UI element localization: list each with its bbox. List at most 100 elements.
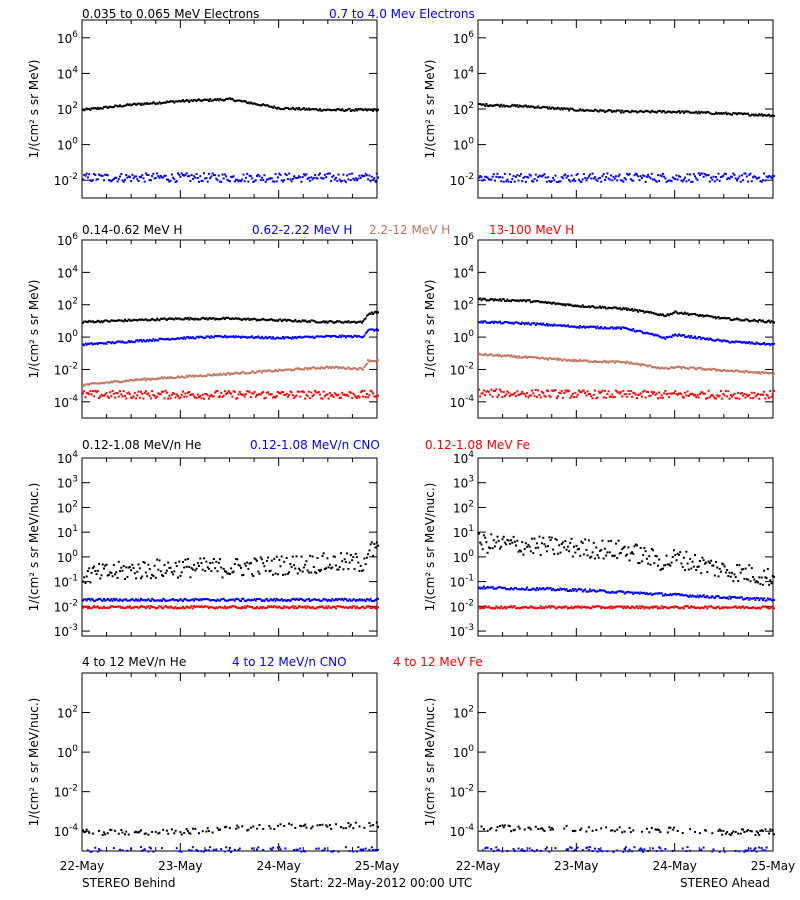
data-point xyxy=(564,540,567,543)
data-point xyxy=(555,607,558,610)
data-point xyxy=(698,607,701,610)
data-point xyxy=(736,596,738,599)
data-point xyxy=(494,587,496,590)
data-point xyxy=(719,370,722,372)
data-point xyxy=(172,573,175,576)
data-point xyxy=(254,318,257,321)
data-point xyxy=(264,396,267,399)
data-point xyxy=(717,575,720,578)
data-point xyxy=(560,176,563,178)
data-point xyxy=(596,605,599,608)
data-point xyxy=(664,366,667,369)
data-point xyxy=(103,179,105,182)
data-point xyxy=(295,367,298,370)
data-point xyxy=(566,324,569,327)
data-point xyxy=(708,337,711,340)
data-point xyxy=(189,576,192,579)
data-point xyxy=(220,335,223,338)
data-point xyxy=(624,362,627,364)
data-point xyxy=(697,396,700,399)
data-point xyxy=(336,336,339,338)
data-point xyxy=(186,317,189,319)
data-point xyxy=(130,847,133,850)
data-point xyxy=(500,586,503,589)
data-point xyxy=(679,551,682,554)
data-point xyxy=(701,606,704,609)
data-point xyxy=(95,342,98,345)
data-point xyxy=(503,605,506,608)
data-point xyxy=(581,108,584,111)
data-point xyxy=(717,595,720,597)
data-point xyxy=(623,545,626,548)
data-point xyxy=(721,606,724,609)
data-point xyxy=(332,321,335,324)
data-point xyxy=(643,591,646,594)
data-point xyxy=(219,98,221,100)
data-point xyxy=(660,175,663,178)
data-point xyxy=(550,536,553,539)
data-point xyxy=(214,335,217,337)
data-point xyxy=(728,369,731,372)
data-point xyxy=(561,108,564,111)
data-point xyxy=(479,321,482,324)
data-point xyxy=(209,395,212,398)
data-point xyxy=(116,105,119,108)
data-point xyxy=(644,180,647,183)
data-point xyxy=(692,605,695,608)
data-point xyxy=(136,103,139,106)
data-point xyxy=(162,607,165,610)
data-point xyxy=(597,556,600,559)
data-point xyxy=(611,326,614,329)
data-point xyxy=(307,335,310,338)
data-point xyxy=(569,359,572,362)
data-point xyxy=(731,606,733,609)
data-point xyxy=(743,319,746,322)
data-point xyxy=(696,394,699,397)
data-point xyxy=(661,336,664,339)
data-point xyxy=(98,107,100,110)
data-point xyxy=(132,318,135,321)
data-point xyxy=(669,826,672,829)
data-point xyxy=(538,323,541,326)
data-point xyxy=(244,393,247,396)
data-point xyxy=(733,370,736,373)
series-0-12-1-08-mev-fe xyxy=(478,605,775,610)
data-point xyxy=(157,175,160,178)
data-point xyxy=(165,829,168,832)
data-point xyxy=(489,298,492,301)
data-point xyxy=(539,107,542,109)
data-point xyxy=(251,606,254,608)
data-point xyxy=(186,375,189,378)
data-point xyxy=(236,607,239,610)
data-point xyxy=(559,180,562,183)
data-point xyxy=(274,173,277,176)
data-point xyxy=(211,395,214,398)
data-point xyxy=(532,552,535,555)
data-point xyxy=(362,605,365,608)
data-point xyxy=(592,541,595,544)
data-point xyxy=(595,306,598,309)
data-point xyxy=(114,573,117,576)
data-point xyxy=(640,830,643,833)
data-point xyxy=(342,599,345,602)
data-point xyxy=(296,176,299,179)
data-point xyxy=(727,597,730,600)
data-point xyxy=(639,175,642,178)
data-point xyxy=(323,568,326,570)
data-point xyxy=(760,371,763,374)
data-point xyxy=(173,338,176,341)
data-point xyxy=(120,105,123,108)
data-point xyxy=(544,324,547,327)
data-point xyxy=(643,389,646,392)
data-point xyxy=(518,393,521,396)
data-point xyxy=(299,824,302,827)
data-point xyxy=(316,321,319,324)
data-point xyxy=(682,594,685,597)
data-point xyxy=(668,179,671,182)
data-point xyxy=(542,587,545,590)
data-point xyxy=(269,393,272,396)
data-point xyxy=(747,112,750,115)
data-point xyxy=(629,390,632,392)
data-point xyxy=(140,597,142,600)
data-point xyxy=(676,393,679,396)
